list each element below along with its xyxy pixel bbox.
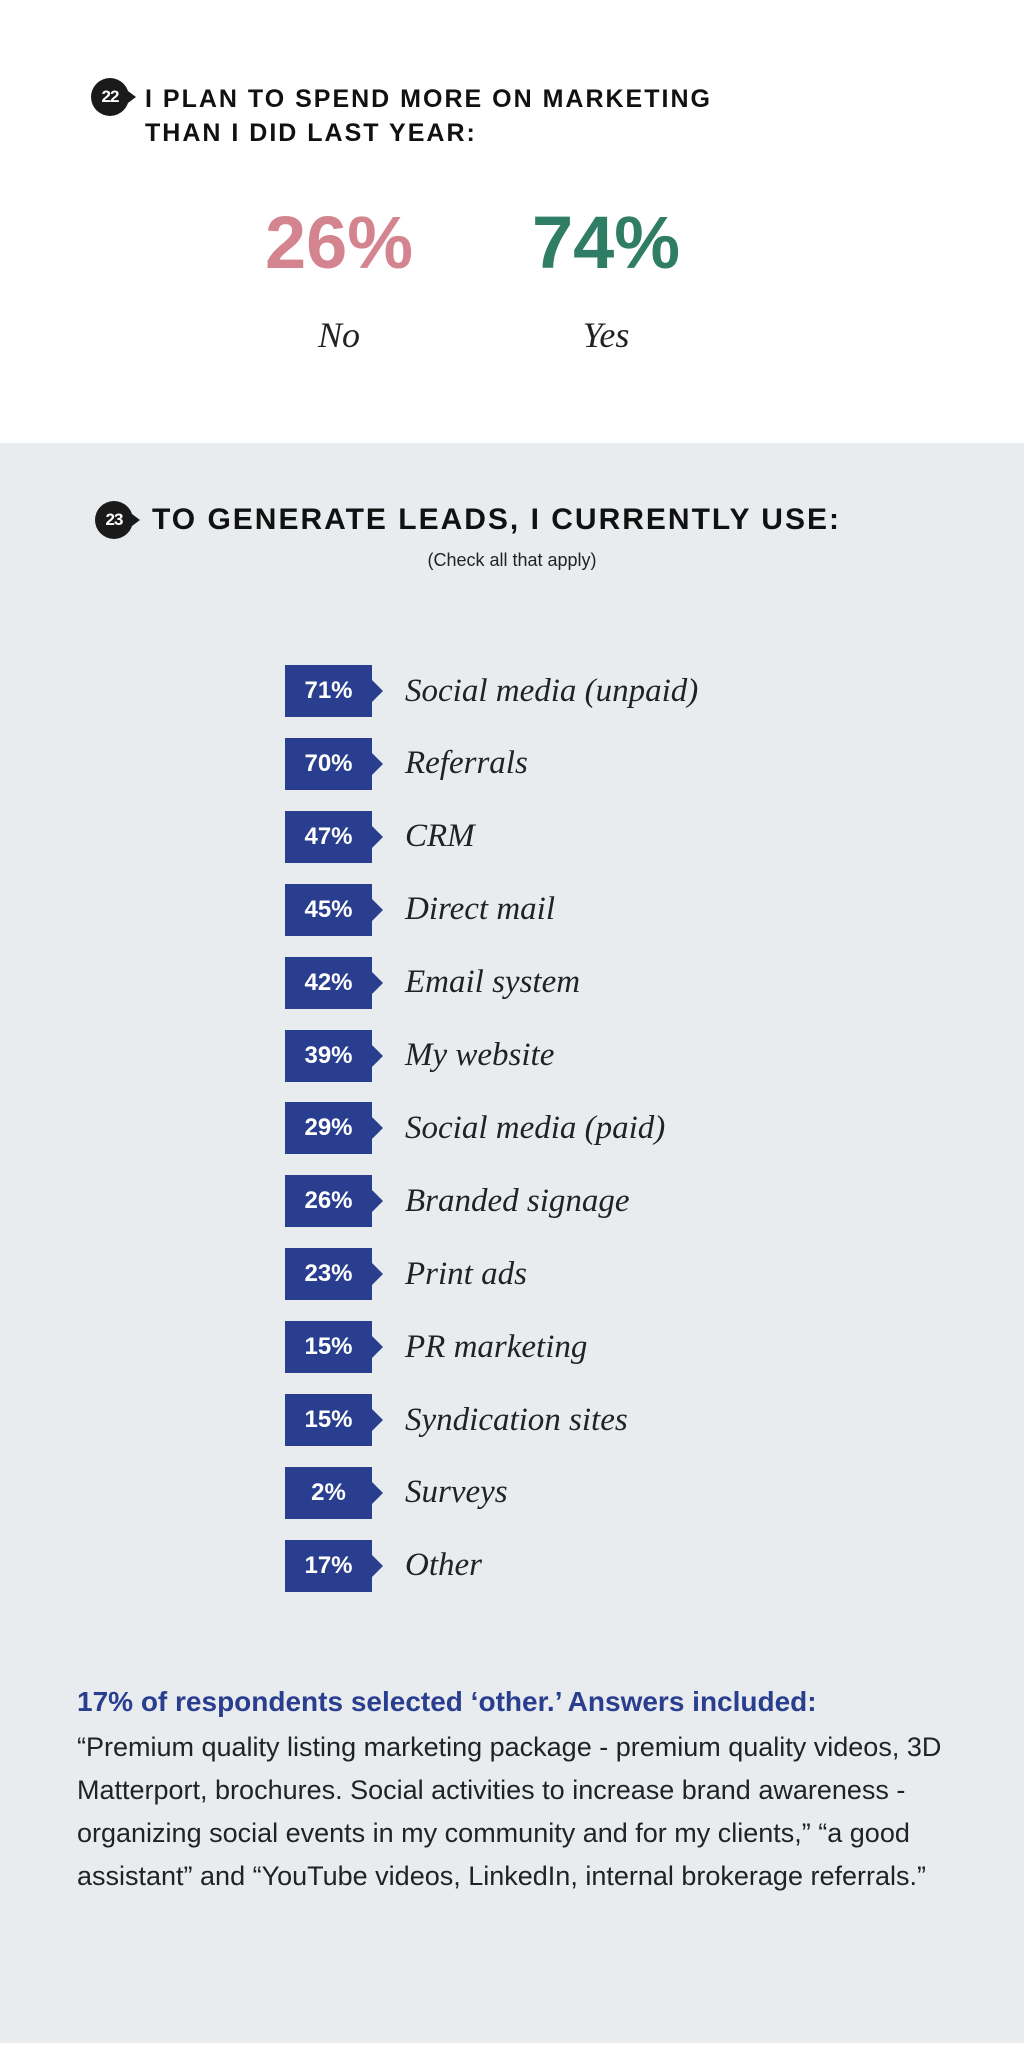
- percentage-badge: 71%: [285, 665, 383, 717]
- item-label: Referrals: [405, 745, 528, 782]
- item-label: Social media (paid): [405, 1109, 666, 1146]
- percentage-badge: 70%: [285, 737, 383, 790]
- percentage-badge: 47%: [285, 810, 383, 863]
- list-item: 2% Surveys: [285, 1466, 508, 1519]
- item-label: Branded signage: [405, 1182, 630, 1219]
- list-item: 42% Email system: [285, 956, 581, 1009]
- percentage-badge: 39%: [285, 1029, 383, 1082]
- percentage-badge: 42%: [285, 956, 383, 1009]
- other-note-heading: 17% of respondents selected ‘other.’ Ans…: [77, 1686, 817, 1717]
- item-label: Surveys: [405, 1474, 508, 1511]
- list-item: 70% Referrals: [285, 737, 528, 790]
- item-label: Social media (unpaid): [405, 672, 699, 709]
- other-note-body: “Premium quality listing marketing packa…: [77, 1732, 942, 1891]
- percentage-badge: 26%: [285, 1175, 383, 1228]
- item-label: CRM: [405, 818, 475, 855]
- no-label: No: [317, 315, 360, 355]
- list-item: 29% Social media (paid): [285, 1102, 666, 1155]
- list-item: 71% Social media (unpaid): [285, 665, 698, 717]
- item-label: Print ads: [405, 1255, 527, 1292]
- percentage-badge: 2%: [285, 1466, 383, 1519]
- percentage-badge: 29%: [285, 1102, 383, 1155]
- list-item: 23% Print ads: [285, 1248, 527, 1301]
- list-item: 39% My website: [285, 1029, 555, 1082]
- list-item: 15% Syndication sites: [285, 1394, 628, 1446]
- item-label: Direct mail: [405, 891, 555, 928]
- yes-percentage: 74%: [531, 201, 681, 284]
- list-item: 15% PR marketing: [285, 1321, 588, 1374]
- list-item: 17% Other: [285, 1539, 482, 1592]
- question-number-badge: 22: [91, 78, 136, 116]
- question-number-badge: 23: [95, 501, 140, 539]
- percentage-badge: 17%: [285, 1539, 383, 1592]
- q22-section: 22 I plan to spend more on marketing tha…: [0, 0, 1024, 443]
- item-label: Email system: [405, 964, 581, 1001]
- question-title: To generate leads, I currently use:: [152, 503, 841, 536]
- question-subtitle: (Check all that apply): [427, 550, 597, 570]
- percentage-badge: 23%: [285, 1248, 383, 1301]
- item-label: Other: [405, 1547, 482, 1584]
- question-title: I plan to spend more on marketing than I…: [145, 82, 712, 150]
- yes-label: Yes: [582, 315, 630, 355]
- question-title-line: I plan to spend more on marketing: [145, 85, 712, 113]
- percentage-badge: 45%: [285, 883, 383, 936]
- item-label: My website: [405, 1037, 555, 1073]
- list-item: 26% Branded signage: [285, 1175, 630, 1228]
- list-item: 47% CRM: [285, 810, 475, 863]
- list-item: 45% Direct mail: [285, 883, 555, 936]
- no-percentage: 26%: [264, 201, 414, 284]
- item-label: PR marketing: [405, 1328, 588, 1365]
- q23-section: [0, 443, 1024, 2043]
- question-title-line: than I did last year:: [145, 119, 477, 147]
- percentage-badge: 15%: [285, 1394, 383, 1446]
- item-label: Syndication sites: [405, 1401, 628, 1438]
- percentage-badge: 15%: [285, 1321, 383, 1374]
